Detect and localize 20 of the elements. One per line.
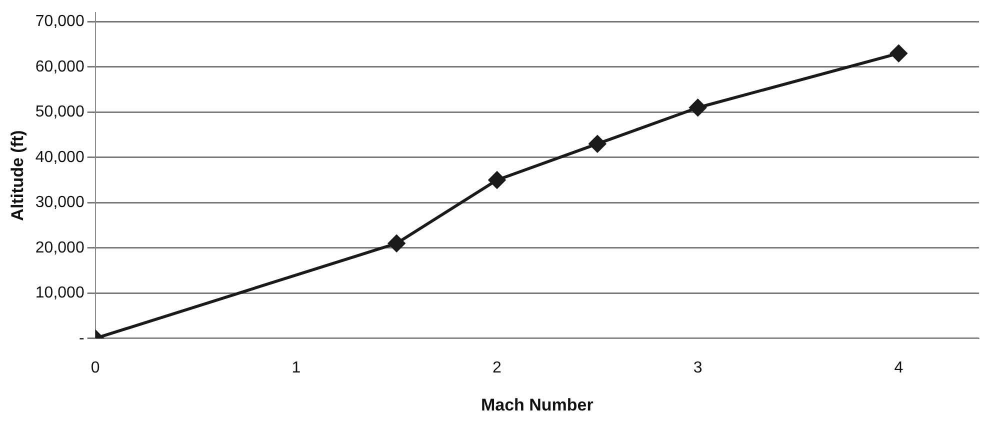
x-tick-label: 4 — [894, 359, 904, 376]
x-tick-label: 3 — [693, 359, 702, 376]
x-axis-title: Mach Number — [480, 395, 594, 414]
point — [388, 234, 406, 252]
point — [890, 44, 908, 62]
y-tick-label: 70,000 — [35, 13, 84, 30]
x-tick-label: 1 — [292, 359, 301, 376]
y-tick-label: 10,000 — [35, 284, 84, 302]
y-tick-label: 40,000 — [35, 148, 84, 166]
y-axis-title: Altitude (ft) — [8, 130, 27, 221]
point — [588, 135, 606, 152]
point — [488, 172, 506, 189]
x-tick-label: 0 — [90, 359, 100, 376]
y-tick-label: 20,000 — [35, 239, 84, 256]
y-tick-label: - — [79, 330, 84, 347]
point — [689, 99, 706, 116]
y-tick-label: 60,000 — [35, 58, 84, 76]
y-tick-label: 30,000 — [35, 194, 84, 212]
y-tick-label: 50,000 — [35, 104, 84, 121]
x-tick-label: 2 — [492, 359, 502, 376]
